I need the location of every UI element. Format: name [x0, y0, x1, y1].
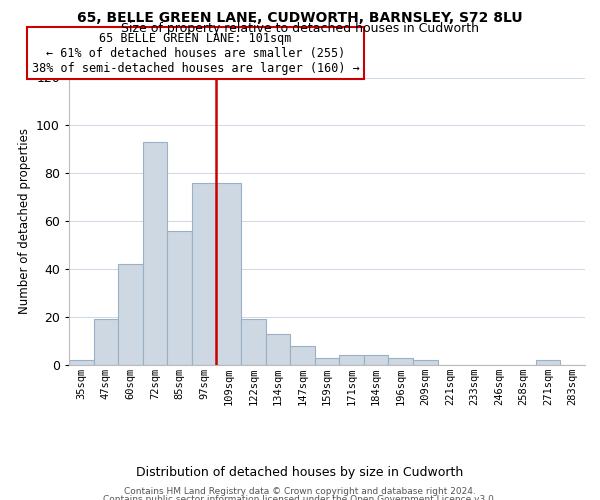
- Bar: [94, 320, 118, 365]
- Bar: [217, 183, 241, 365]
- Y-axis label: Number of detached properties: Number of detached properties: [17, 128, 31, 314]
- Text: 65 BELLE GREEN LANE: 101sqm
← 61% of detached houses are smaller (255)
38% of se: 65 BELLE GREEN LANE: 101sqm ← 61% of det…: [32, 32, 359, 74]
- Bar: [290, 346, 315, 365]
- Bar: [192, 183, 217, 365]
- Bar: [315, 358, 339, 365]
- Text: Size of property relative to detached houses in Cudworth: Size of property relative to detached ho…: [121, 22, 479, 35]
- Text: Contains public sector information licensed under the Open Government Licence v3: Contains public sector information licen…: [103, 495, 497, 500]
- Bar: [388, 358, 413, 365]
- Bar: [167, 231, 192, 365]
- Text: Distribution of detached houses by size in Cudworth: Distribution of detached houses by size …: [136, 466, 464, 479]
- Bar: [339, 356, 364, 365]
- Bar: [69, 360, 94, 365]
- Bar: [118, 264, 143, 365]
- Bar: [536, 360, 560, 365]
- Bar: [364, 356, 388, 365]
- Bar: [143, 142, 167, 365]
- Bar: [241, 320, 266, 365]
- Bar: [413, 360, 437, 365]
- Text: Contains HM Land Registry data © Crown copyright and database right 2024.: Contains HM Land Registry data © Crown c…: [124, 487, 476, 496]
- Text: 65, BELLE GREEN LANE, CUDWORTH, BARNSLEY, S72 8LU: 65, BELLE GREEN LANE, CUDWORTH, BARNSLEY…: [77, 11, 523, 25]
- Bar: [266, 334, 290, 365]
